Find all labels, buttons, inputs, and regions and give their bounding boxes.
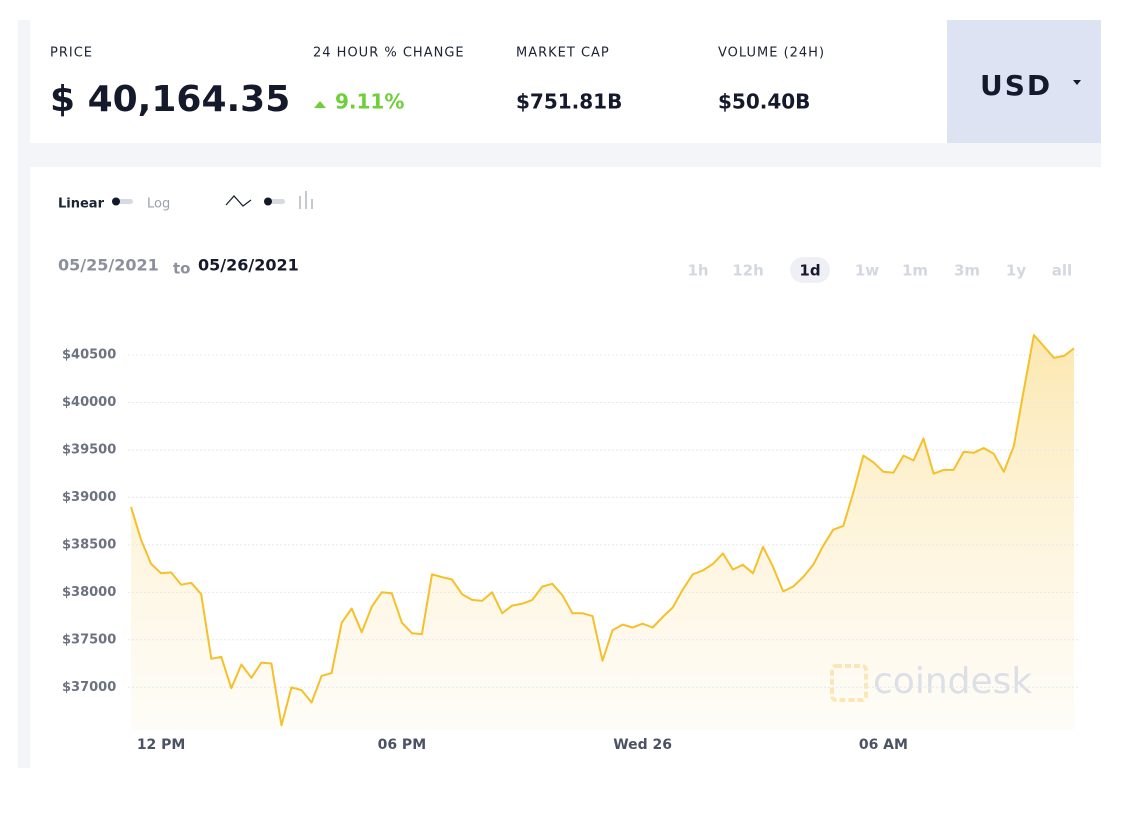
line-icon[interactable] [225,195,252,207]
volume: $50.40B [718,90,810,114]
timeframe-button[interactable]: 1h [687,262,708,280]
y-tick-label: $39500 [62,442,116,457]
timeframe-button[interactable]: 1d [799,262,820,280]
price-label: PRICE [50,46,93,61]
y-tick-label: $40000 [62,395,116,410]
timeframe-button[interactable]: 1m [902,262,928,280]
date-from[interactable]: 05/25/2021 [58,256,159,275]
timeframe-button[interactable]: 1w [855,262,879,280]
timeframe-button[interactable]: 12h [732,262,764,280]
y-tick-label: $39000 [62,490,116,505]
market-cap-label: MARKET CAP [516,46,610,61]
price: $ 40,164.35 [50,79,290,120]
up-arrow [314,101,326,108]
caret [1073,80,1081,85]
y-tick-label: $38000 [62,585,116,600]
timeframe-selected [790,257,830,283]
timeframe-button[interactable]: 3m [954,262,980,280]
bar-icon[interactable] [299,191,313,209]
currency[interactable]: USD [980,69,1052,102]
y-tick-label: $38500 [62,537,116,552]
scale-toggle-knob [112,197,120,206]
change: 9.11% [335,90,404,114]
x-tick-label: 12 PM [137,737,186,753]
date-to[interactable]: 05/26/2021 [198,256,299,275]
volume-label: VOLUME (24H) [718,46,825,61]
log-option[interactable]: Log [147,197,170,212]
area [131,335,1074,730]
y-tick-label: $40500 [62,347,116,362]
type-toggle-knob [264,197,272,206]
timeframe-button[interactable]: 1y [1006,262,1026,280]
change-label: 24 HOUR % CHANGE [313,46,465,61]
watermark: coindesk [873,661,1032,702]
watermark-icon [830,664,868,702]
y-tick-label: $37500 [62,632,116,647]
x-tick-label: Wed 26 [613,737,672,753]
timeframe-button[interactable]: all [1052,262,1072,280]
linear-option[interactable]: Linear [58,197,105,212]
market-cap: $751.81B [516,90,622,114]
x-tick-label: 06 PM [378,737,427,753]
price-line [130,334,1075,727]
y-tick-label: $37000 [62,680,116,695]
date-to-word: to [173,260,190,278]
header-panel [30,20,947,143]
x-tick-label: 06 AM [859,737,908,753]
